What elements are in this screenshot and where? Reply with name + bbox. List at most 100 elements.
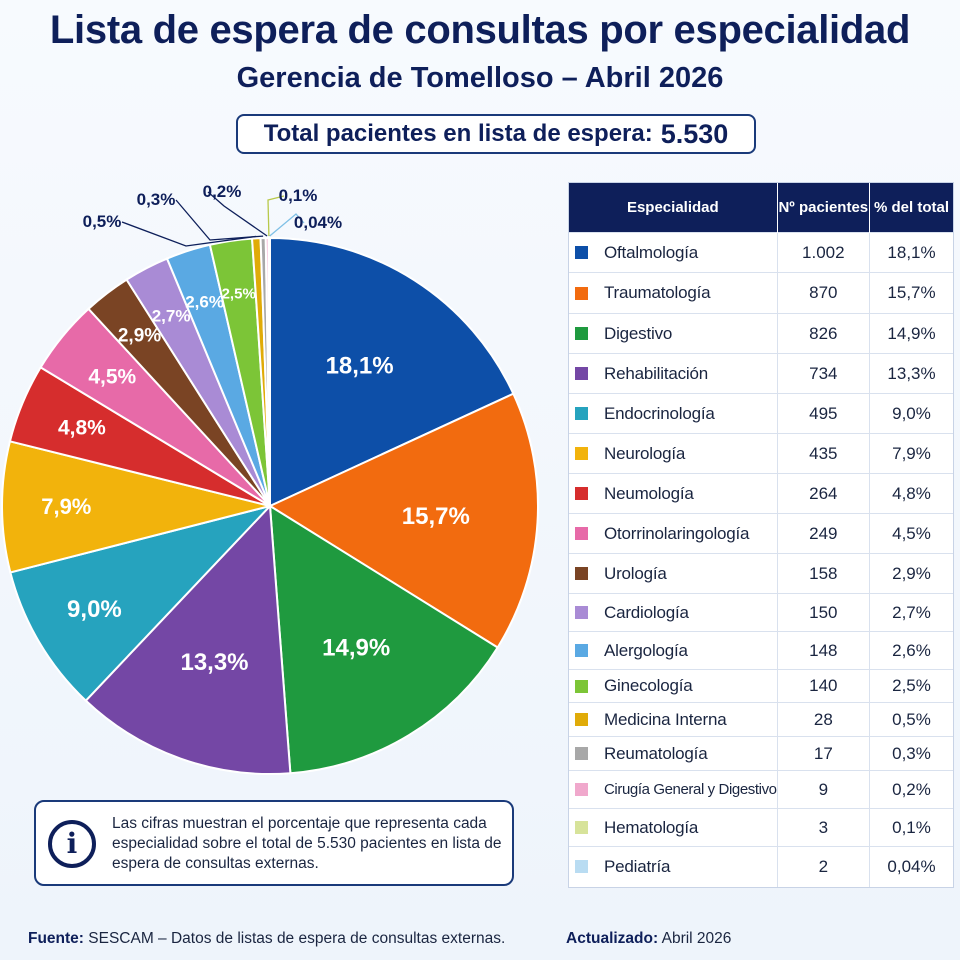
specialty-cell: Traumatología [569, 272, 778, 314]
percent-cell: 9,0% [869, 393, 953, 434]
color-swatch [575, 747, 588, 760]
slice-label: 2,7% [152, 306, 191, 325]
slice-label: 7,9% [41, 494, 91, 519]
percent-cell: 2,6% [869, 631, 953, 670]
percent-cell: 0,5% [869, 702, 953, 737]
slice-outer-label: 0,5% [83, 212, 122, 231]
table-row: Traumatología 870 15,7% [569, 272, 953, 314]
table-row: Ginecología 140 2,5% [569, 669, 953, 703]
specialty-cell: Alergología [569, 631, 778, 670]
patients-cell: 495 [776, 393, 870, 434]
specialty-cell: Hematología [569, 808, 778, 847]
specialty-name: Neumología [604, 483, 694, 503]
patients-cell: 17 [776, 736, 870, 771]
table-row: Hematología 3 0,1% [569, 808, 953, 847]
leader-line [269, 213, 305, 237]
specialty-cell: Pediatría [569, 846, 778, 887]
data-table: Especialidad Nº pacientes % del total Of… [568, 182, 954, 888]
pie-labels: 18,1% 15,7% 14,9% 13,3% 9,0% 7,9% 4,8% 4,5% 2,9%… [41, 182, 470, 676]
table-row: Pediatría 2 0,04% [569, 846, 953, 887]
pie-slice [269, 236, 515, 508]
percent-cell: 18,1% [869, 232, 953, 273]
patients-cell: 1.002 [776, 232, 870, 273]
specialty-name: Rehabilitación [604, 363, 708, 383]
percent-cell: 2,9% [869, 553, 953, 594]
table-row: Alergología 148 2,6% [569, 631, 953, 670]
color-swatch [575, 286, 588, 300]
table-row: Rehabilitación 734 13,3% [569, 353, 953, 394]
specialty-name: Otorrinolaringología [604, 523, 750, 543]
specialty-cell: Neurología [569, 433, 778, 474]
specialty-cell: Endocrinología [569, 393, 778, 434]
table-row: Cardiología 150 2,7% [569, 593, 953, 632]
chart-title: Lista de espera de consultas por especia… [49, 8, 911, 52]
column-header-specialty: Especialidad [569, 183, 778, 233]
specialty-cell: Digestivo [569, 313, 778, 354]
percent-cell: 15,7% [869, 272, 953, 314]
patients-cell: 148 [776, 631, 870, 670]
percent-cell: 0,2% [869, 770, 953, 809]
patients-cell: 140 [776, 669, 870, 703]
specialty-name: Cardiología [604, 602, 689, 622]
slice-label: 4,5% [88, 366, 136, 389]
percent-cell: 0,1% [869, 808, 953, 847]
color-swatch [575, 679, 588, 693]
specialty-name: Ginecología [604, 676, 693, 695]
patients-cell: 249 [776, 513, 870, 554]
table-row: Reumatología 17 0,3% [569, 736, 953, 771]
slice-outer-label: 0,2% [203, 182, 242, 201]
specialty-cell: Neumología [569, 473, 778, 514]
patients-cell: 826 [776, 313, 870, 354]
pie-slice [268, 236, 271, 507]
column-header-patients: Nº pacientes [777, 183, 871, 233]
info-icon: i [48, 820, 96, 868]
specialty-cell: Urología [569, 553, 778, 594]
patients-cell: 264 [776, 473, 870, 514]
specialty-name: Digestivo [604, 323, 673, 343]
updated-text: Abril 2026 [661, 930, 732, 947]
leader-line [207, 191, 268, 237]
table-row: Endocrinología 495 9,0% [569, 393, 953, 434]
total-patients-label: Total pacientes en lista de espera: [263, 120, 653, 147]
slice-outer-label: 0,04% [294, 213, 342, 232]
slice-outer-label: 0,1% [279, 186, 318, 205]
color-swatch [575, 246, 588, 259]
table-header-row: Especialidad Nº pacientes % del total [569, 183, 953, 233]
specialty-name: Medicina Interna [604, 709, 727, 729]
specialty-cell: Oftalmología [569, 232, 778, 273]
updated-label: Actualizado: [566, 930, 659, 947]
color-swatch [575, 821, 588, 834]
patients-cell: 870 [776, 272, 870, 314]
table-row: Digestivo 826 14,9% [569, 313, 953, 354]
pie-slices [1, 236, 539, 775]
percent-cell: 4,8% [869, 473, 953, 514]
slice-label: 18,1% [326, 353, 394, 380]
color-swatch [575, 447, 588, 460]
pie-chart: 18,1% 15,7% 14,9% 13,3% 9,0% 7,9% 4,8% 4,5% 2,9%… [1, 182, 539, 775]
chart-subtitle: Gerencia de Tomelloso – Abril 2026 [236, 62, 724, 94]
info-note-text: Las cifras muestran el porcentaje que re… [112, 815, 502, 872]
specialty-name: Alergología [604, 640, 688, 660]
patients-cell: 435 [776, 433, 870, 474]
patients-cell: 3 [776, 808, 870, 847]
percent-cell: 7,9% [869, 433, 953, 474]
table-row: Otorrinolaringología 249 4,5% [569, 513, 953, 554]
slice-label: 14,9% [322, 635, 390, 662]
total-patients-box: Total pacientes en lista de espera: 5.53… [236, 114, 756, 154]
specialty-cell: Medicina Interna [569, 702, 778, 737]
percent-cell: 2,7% [869, 593, 953, 632]
patients-cell: 28 [776, 702, 870, 737]
percent-cell: 4,5% [869, 513, 953, 554]
table-row: Urología 158 2,9% [569, 553, 953, 594]
specialty-name: Traumatología [604, 283, 711, 302]
specialty-name: Hematología [604, 817, 699, 837]
slice-label: 15,7% [402, 503, 470, 530]
specialty-name: Neurología [604, 443, 686, 463]
percent-cell: 0,04% [869, 846, 953, 887]
color-swatch [575, 644, 588, 657]
color-swatch [575, 783, 588, 796]
slice-label: 4,8% [58, 416, 106, 439]
table-row: Oftalmología 1.002 18,1% [569, 232, 953, 273]
color-swatch [575, 487, 588, 500]
leader-line [175, 199, 264, 241]
